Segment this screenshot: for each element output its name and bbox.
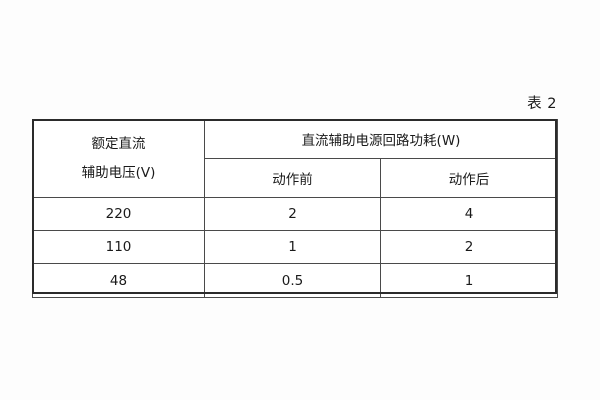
cell-power-before: 1 [204,230,381,264]
cell-power-before: 0.5 [204,263,381,298]
header-cell-after-operation: 动作后 [379,158,559,198]
table-row: 220 2 4 [32,197,559,231]
cell-power-before: 2 [204,197,381,231]
header-label-line2: 辅助电压(V) [81,164,156,181]
power-consumption-table: 额定直流 辅助电压(V) 直流辅助电源回路功耗(W) 动作前 动作后 220 2… [32,119,559,298]
cell-power-after: 2 [379,230,559,264]
cell-voltage: 220 [32,197,205,231]
cell-voltage: 110 [32,230,205,264]
cell-power-after: 4 [379,197,559,231]
header-cell-power-group: 直流辅助电源回路功耗(W) [203,119,559,159]
cell-voltage: 48 [32,263,205,298]
table-header-row-secondary: 动作前 动作后 [33,158,559,198]
header-cell-rated-dc-voltage: 额定直流 辅助电压(V) [32,119,205,198]
header-cell-before-operation: 动作前 [204,158,381,198]
header-label-line1: 额定直流 [91,136,146,153]
table-row: 48 0.5 1 [32,263,559,298]
spec-table-container: 额定直流 辅助电压(V) 直流辅助电源回路功耗(W) 动作前 动作后 220 2… [32,119,559,298]
table-row: 110 1 2 [32,230,559,264]
cell-power-after: 1 [379,263,559,298]
table-caption: 表 2 [527,96,557,112]
table-header-row-primary: 额定直流 辅助电压(V) 直流辅助电源回路功耗(W) [32,119,559,198]
